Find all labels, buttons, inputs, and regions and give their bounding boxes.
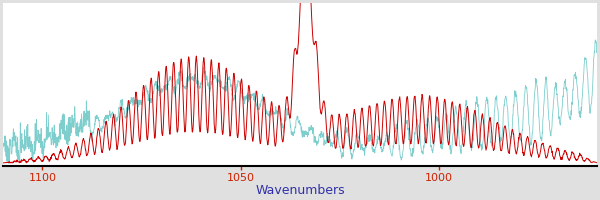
X-axis label: Wavenumbers: Wavenumbers	[255, 184, 345, 197]
